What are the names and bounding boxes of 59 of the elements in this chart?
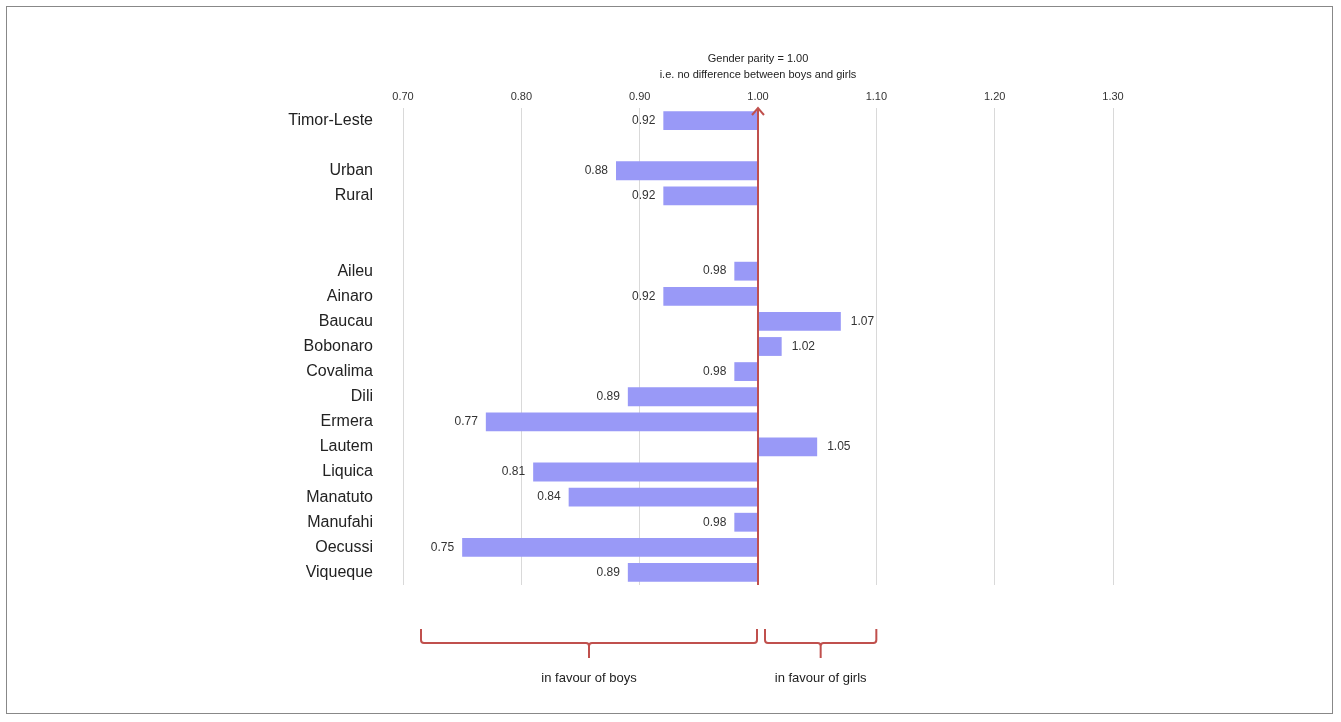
text: in favour of girls bbox=[774, 670, 867, 685]
y-tick-label: Oecussi bbox=[315, 537, 373, 555]
y-tick-label: Manufahi bbox=[307, 512, 373, 530]
data-label: 0.98 bbox=[702, 263, 727, 278]
data-label: 1.07 bbox=[850, 313, 875, 328]
bar bbox=[758, 437, 818, 457]
data-label: 0.88 bbox=[584, 163, 609, 178]
y-tick-label: Manatuto bbox=[306, 487, 374, 505]
bar bbox=[734, 362, 758, 382]
data-label: 0.77 bbox=[454, 414, 479, 429]
bar bbox=[616, 161, 758, 181]
bar bbox=[533, 462, 758, 482]
bar bbox=[734, 261, 758, 281]
y-tick-label: Bobonaro bbox=[303, 336, 374, 354]
data-label: 0.89 bbox=[596, 564, 621, 579]
y-tick-label: Baucau bbox=[318, 311, 373, 329]
x-tick-label: 0.90 bbox=[628, 90, 651, 103]
y-tick-label: Covalima bbox=[306, 362, 374, 380]
x-tick-label: 1.00 bbox=[747, 90, 769, 103]
y-tick-label: Ermera bbox=[320, 412, 374, 430]
text: Gender parity = 1.00 bbox=[707, 52, 809, 64]
data-label: 0.75 bbox=[430, 539, 455, 554]
data-label: 0.98 bbox=[702, 514, 727, 529]
data-label: 0.92 bbox=[631, 112, 656, 127]
data-label: 0.81 bbox=[501, 464, 526, 479]
bar bbox=[663, 111, 758, 130]
y-tick-label: Urban bbox=[329, 161, 373, 179]
bar bbox=[663, 186, 758, 206]
data-label: 1.02 bbox=[791, 338, 816, 353]
bar bbox=[627, 387, 758, 407]
bar bbox=[485, 412, 758, 432]
data-label: 0.92 bbox=[631, 188, 656, 203]
data-label: 0.92 bbox=[631, 288, 656, 303]
x-tick-label: 1.10 bbox=[865, 90, 888, 103]
bar bbox=[663, 286, 758, 306]
y-tick-label: Timor-Leste bbox=[288, 110, 374, 128]
x-tick-label: 1.30 bbox=[1102, 90, 1124, 103]
data-label: 0.84 bbox=[537, 489, 561, 504]
x-tick-label: 0.70 bbox=[392, 90, 414, 103]
x-tick-label: 1.20 bbox=[983, 90, 1006, 103]
data-label: 1.05 bbox=[827, 439, 851, 454]
y-tick-label: Viqueque bbox=[305, 562, 374, 580]
y-tick-label: Ainaro bbox=[326, 286, 374, 304]
y-tick-label: Liquica bbox=[322, 462, 374, 480]
y-tick-label: Aileu bbox=[337, 261, 373, 279]
bar bbox=[568, 487, 758, 507]
text: i.e. no difference between boys and girls bbox=[659, 68, 857, 80]
bar bbox=[734, 512, 758, 532]
bar bbox=[758, 311, 841, 331]
data-label: 0.89 bbox=[596, 389, 621, 404]
data-label: 0.98 bbox=[702, 363, 727, 378]
y-tick-label: Rural bbox=[334, 186, 373, 204]
y-tick-label: Lautem bbox=[319, 437, 373, 455]
x-tick-label: 0.80 bbox=[510, 90, 533, 103]
text: in favour of boys bbox=[541, 670, 637, 685]
bar bbox=[758, 337, 782, 356]
y-tick-label: Dili bbox=[350, 387, 373, 405]
bar bbox=[462, 537, 758, 557]
bar bbox=[627, 563, 758, 582]
